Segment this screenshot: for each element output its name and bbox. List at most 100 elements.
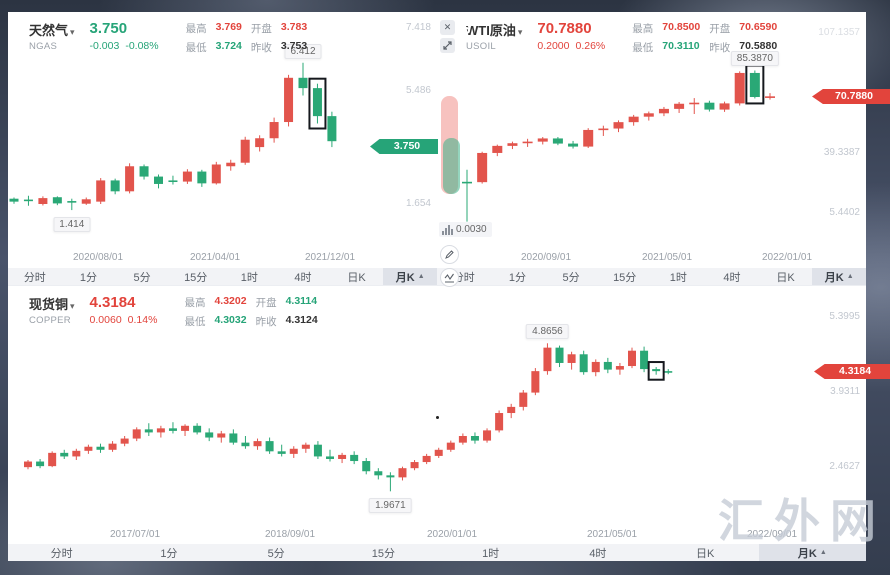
x-axis-label: 2022/01/01 <box>761 252 813 263</box>
candle-body <box>217 433 226 438</box>
y-axis-label: 5.4402 <box>829 207 860 218</box>
indicator-button[interactable] <box>440 268 459 287</box>
timeframe-item-5分[interactable]: 5分 <box>562 271 580 284</box>
candle-body <box>312 88 322 117</box>
price-change: 0.2000 <box>537 40 570 52</box>
y-axis-label: 3.9311 <box>830 386 860 397</box>
timeframe-item-15分[interactable]: 15分 <box>371 547 395 560</box>
y-axis-label: 39.3387 <box>823 147 860 158</box>
timeframe-item-15分[interactable]: 15分 <box>613 271 637 284</box>
candle-body <box>719 103 730 110</box>
candle-body <box>567 354 576 363</box>
candle-body <box>120 438 129 444</box>
candle-body <box>23 199 33 202</box>
price-change: -0.003 <box>89 40 120 52</box>
gas-stats: 最高 3.769 开盘 3.783 最低 3.724 昨收 3.753 <box>186 21 308 55</box>
timeframe-item-1分[interactable]: 1分 <box>160 547 178 560</box>
timeframe-item-1分[interactable]: 1分 <box>508 271 526 284</box>
candle-body <box>9 198 19 202</box>
candle-body <box>689 102 700 105</box>
timeframe-item-5分[interactable]: 5分 <box>133 271 151 284</box>
timeframe-item-月K[interactable]: 月K ▲ <box>758 544 866 561</box>
timeframe-item-1时[interactable]: 1时 <box>482 547 500 560</box>
prev-close-label: 昨收 <box>709 42 731 54</box>
timeframe-item-月K[interactable]: 月K ▲ <box>812 268 866 285</box>
gas-timeframe-bar: 分时 1分 5分 15分 1时 4时 日K 月K ▲ <box>8 268 437 285</box>
expand-button[interactable] <box>440 38 455 53</box>
candle-body <box>72 450 81 457</box>
candle-body <box>422 455 431 463</box>
candle-body <box>734 72 745 104</box>
candle-body <box>386 475 395 478</box>
timeframe-item-1分[interactable]: 1分 <box>79 271 97 284</box>
timeframe-item-1时[interactable]: 1时 <box>240 271 258 284</box>
low-price-note: 0.0030 <box>439 222 492 237</box>
prev-close-label: 昨收 <box>255 316 277 328</box>
candle-body <box>507 143 518 146</box>
candle-body <box>110 180 120 192</box>
caret-up-icon: ▲ <box>417 273 425 280</box>
candle-body <box>537 138 548 142</box>
current-price-tag: 70.7880 <box>812 89 890 104</box>
NGAS-candlestick-chart <box>9 62 337 211</box>
timeframe-item-日K[interactable]: 日K <box>776 271 795 284</box>
prev-close-value: 70.5880 <box>739 40 778 52</box>
timeframe-item-15分[interactable]: 15分 <box>184 271 208 284</box>
copper-instrument-selector[interactable]: 现货铜 ▾ COPPER <box>29 294 75 326</box>
candle-body <box>168 428 177 431</box>
timeframe-item-1时[interactable]: 1时 <box>669 271 687 284</box>
draw-tool-button[interactable] <box>440 245 459 264</box>
timeframe-item-月K[interactable]: 月K ▲ <box>383 268 437 285</box>
current-price-tag: 4.3184 <box>814 364 890 379</box>
x-axis-label: 2021/05/01 <box>586 529 638 540</box>
y-axis-label: 107.1357 <box>818 27 860 38</box>
candle-body <box>60 452 69 457</box>
x-axis-label: 2022/09/01 <box>746 529 798 540</box>
timeframe-item-4时[interactable]: 4时 <box>723 271 741 284</box>
caret-up-icon: ▲ <box>846 273 854 280</box>
chevron-down-icon: ▾ <box>517 27 523 37</box>
x-axis-label: 2021/05/01 <box>641 252 693 263</box>
close-button[interactable]: ✕ <box>440 20 455 35</box>
instrument-code: USOIL <box>466 41 497 52</box>
candle-body <box>240 139 250 163</box>
candle-body <box>193 425 202 433</box>
candle-body <box>255 138 265 148</box>
instrument-name: 天然气 <box>29 23 69 38</box>
current-price-tag: 3.750 <box>370 139 438 154</box>
timeframe-item-4时[interactable]: 4时 <box>589 547 607 560</box>
USOIL-candlestick-chart <box>462 64 775 222</box>
candle-body <box>555 347 564 363</box>
candle-body <box>410 462 419 469</box>
x-axis-label: 2021/12/01 <box>304 252 356 263</box>
candle-body <box>615 366 624 370</box>
copper-price-block: 4.3184 0.0060 0.14% <box>90 294 164 326</box>
copper-header: 现货铜 ▾ COPPER 4.3184 0.0060 0.14% 最高 4.3202 … <box>22 294 318 329</box>
timeframe-item-5分[interactable]: 5分 <box>267 547 285 560</box>
timeframe-item-分时[interactable]: 分时 <box>23 271 46 284</box>
candle-body <box>269 122 279 139</box>
instrument-code: COPPER <box>29 315 71 326</box>
candle-body <box>483 430 492 441</box>
candle-body <box>338 454 347 459</box>
candle-body <box>326 456 334 459</box>
price-annotation: 6.412 <box>284 43 322 59</box>
gas-instrument-selector[interactable]: 天然气 ▾ NGAS <box>29 20 75 52</box>
volume-bars-icon <box>442 224 453 235</box>
candle-body <box>253 441 262 447</box>
copper-stats: 最高 4.3202 开盘 4.3114 最低 4.3032 昨收 4.3124 <box>184 295 317 329</box>
COPPER-candlestick-chart <box>24 343 673 492</box>
timeframe-item-日K[interactable]: 日K <box>695 547 715 560</box>
draw-pencil-icon <box>445 250 454 259</box>
timeframe-item-日K[interactable]: 日K <box>347 271 366 284</box>
prev-close-label: 昨收 <box>250 42 272 54</box>
candle-body <box>139 166 149 177</box>
y-axis-label: 7.418 <box>405 22 431 33</box>
timeframe-item-分时[interactable]: 分时 <box>50 547 73 560</box>
timeframe-item-4时[interactable]: 4时 <box>294 271 312 284</box>
candle-body <box>591 361 600 373</box>
wti-instrument-selector[interactable]: WTI原油 ▾ USOIL <box>466 20 522 52</box>
caret-up-icon: ▲ <box>819 549 827 556</box>
candle-body <box>38 198 48 205</box>
high-label: 最高 <box>185 23 207 35</box>
